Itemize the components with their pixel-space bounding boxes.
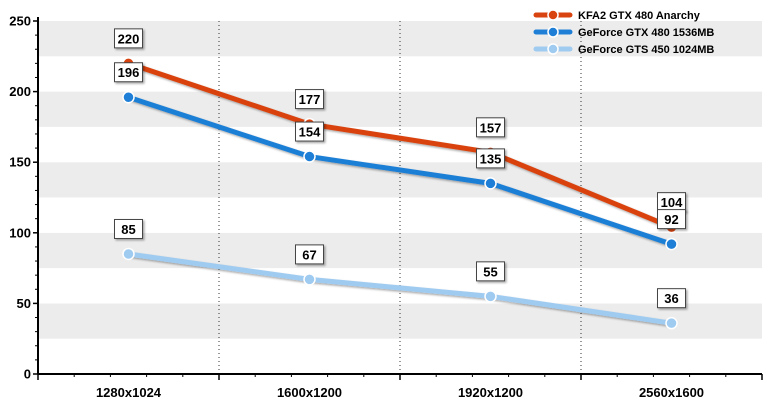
- data-point: [303, 150, 316, 163]
- data-point: [122, 247, 135, 261]
- data-label-box: [295, 121, 324, 142]
- x-tick-label: 2560x1600: [639, 385, 704, 400]
- x-tick-label: 1600x1200: [277, 385, 342, 400]
- data-point: [484, 290, 497, 303]
- data-label: 177: [299, 92, 321, 107]
- data-label-box: [295, 89, 324, 110]
- x-tick-label: 1280x1024: [96, 385, 162, 400]
- data-label: 36: [664, 291, 678, 306]
- y-tick-label: 200: [9, 84, 31, 99]
- data-label: 154: [299, 125, 321, 140]
- data-label: 196: [118, 65, 140, 80]
- data-label-box: [114, 62, 143, 83]
- grid-band: [38, 21, 762, 57]
- y-tick-label: 0: [24, 367, 31, 382]
- series-lines: [122, 57, 678, 330]
- legend-label: GeForce GTX 480 1536MB: [578, 27, 714, 39]
- data-label-box: [295, 244, 324, 265]
- data-point: [484, 177, 497, 190]
- x-tick-label: 1920x1200: [458, 385, 523, 400]
- grid-band: [38, 232, 762, 269]
- data-point: [665, 316, 678, 330]
- data-labels: 220 177 157 104 196 154 135 92 85 67 55 36: [114, 28, 686, 309]
- legend-swatch-marker: [547, 26, 559, 38]
- data-label: 67: [302, 247, 316, 262]
- data-label: 220: [118, 31, 140, 46]
- series-line: [126, 251, 674, 326]
- data-label: 55: [483, 264, 497, 279]
- data-label: 85: [121, 222, 135, 237]
- x-axis-ticks: 1280x1024 1600x1200 1920x1200 2560x1600: [37, 374, 763, 400]
- series-line: [126, 60, 674, 230]
- data-label: 104: [661, 195, 683, 210]
- data-label-box: [657, 288, 686, 309]
- legend-label: GeForce GTS 450 1024MB: [578, 44, 714, 56]
- y-tick-label: 50: [17, 296, 31, 311]
- data-label: 157: [480, 120, 502, 135]
- data-point: [122, 90, 135, 104]
- y-axis-ticks: 0 50 100 150 200 250: [9, 14, 38, 382]
- grid-band: [38, 197, 762, 233]
- data-point: [665, 237, 678, 251]
- data-label-box: [657, 209, 686, 230]
- vertical-gridlines: [218, 21, 582, 374]
- grid-band: [38, 126, 762, 163]
- legend-swatch-marker: [547, 43, 559, 55]
- data-label: 135: [480, 151, 502, 166]
- legend-swatch-marker: [547, 9, 559, 21]
- data-label-box: [114, 28, 143, 49]
- data-point: [303, 273, 316, 286]
- y-tick-label: 150: [9, 155, 31, 170]
- data-label: 92: [664, 212, 678, 227]
- data-label-box: [476, 261, 505, 282]
- series-line: [126, 94, 674, 247]
- legend-label: KFA2 GTX 480 Anarchy: [578, 10, 701, 22]
- data-label-box: [476, 117, 505, 138]
- data-label-box: [476, 148, 505, 169]
- grid-band: [38, 338, 762, 374]
- data-label-box: [114, 218, 143, 239]
- y-tick-label: 100: [9, 225, 31, 240]
- y-tick-label: 250: [9, 14, 31, 29]
- legend: KFA2 GTX 480 Anarchy GeForce GTX 480 1536…: [533, 9, 714, 56]
